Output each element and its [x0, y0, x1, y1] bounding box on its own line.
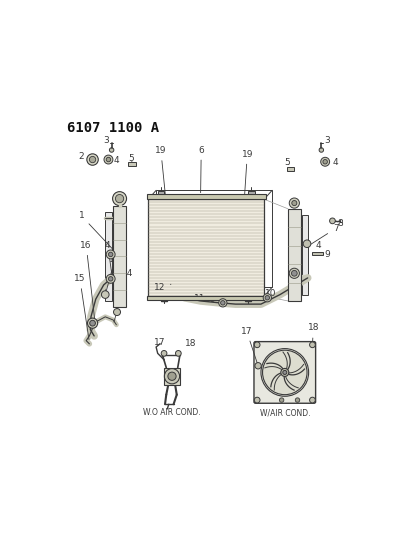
Text: 13: 13: [106, 255, 120, 292]
Circle shape: [291, 200, 296, 206]
Text: 4: 4: [108, 156, 119, 165]
Circle shape: [104, 155, 112, 164]
Circle shape: [108, 252, 112, 257]
Circle shape: [175, 351, 181, 356]
Circle shape: [106, 274, 115, 283]
Text: 1: 1: [79, 211, 112, 249]
Bar: [247, 191, 254, 195]
Text: 4: 4: [309, 241, 320, 251]
Text: 16: 16: [80, 241, 94, 320]
Circle shape: [90, 320, 95, 326]
Circle shape: [167, 372, 176, 381]
Circle shape: [309, 397, 315, 403]
Bar: [148, 199, 263, 296]
Text: 10: 10: [264, 289, 276, 298]
Circle shape: [254, 397, 259, 403]
Circle shape: [87, 154, 98, 165]
Bar: [311, 252, 322, 255]
Text: 17: 17: [153, 338, 165, 353]
Circle shape: [279, 398, 283, 402]
Text: 4: 4: [105, 241, 116, 309]
Circle shape: [164, 369, 179, 384]
Circle shape: [254, 362, 261, 369]
Circle shape: [254, 342, 259, 348]
Text: 11: 11: [194, 294, 213, 303]
Text: 5: 5: [283, 158, 289, 167]
Circle shape: [115, 195, 124, 203]
Text: 6107 1100 A: 6107 1100 A: [67, 122, 159, 135]
Circle shape: [113, 309, 120, 316]
Text: 18: 18: [178, 340, 196, 353]
Circle shape: [280, 368, 288, 376]
Text: 12: 12: [153, 283, 171, 292]
Circle shape: [108, 277, 112, 281]
Bar: [287, 209, 300, 301]
Circle shape: [322, 159, 326, 164]
Text: 14: 14: [114, 269, 133, 322]
Circle shape: [89, 156, 96, 163]
Circle shape: [218, 298, 227, 307]
Circle shape: [294, 398, 299, 402]
Circle shape: [288, 268, 299, 278]
Text: 8: 8: [335, 219, 342, 228]
Circle shape: [263, 294, 271, 302]
Bar: [128, 162, 136, 166]
Circle shape: [265, 295, 269, 300]
Bar: [286, 167, 293, 171]
Circle shape: [106, 250, 115, 259]
Circle shape: [318, 148, 323, 152]
Circle shape: [106, 157, 110, 162]
Circle shape: [87, 318, 97, 328]
Circle shape: [112, 192, 126, 206]
Text: 19: 19: [155, 146, 166, 195]
Text: 15: 15: [74, 274, 89, 340]
Circle shape: [291, 270, 297, 276]
Text: 9: 9: [318, 250, 330, 259]
Circle shape: [288, 198, 299, 208]
Text: 19: 19: [241, 150, 252, 195]
Text: 4: 4: [324, 158, 337, 167]
Bar: [146, 296, 265, 300]
Text: 3: 3: [321, 136, 329, 148]
Text: 18: 18: [307, 324, 318, 342]
Bar: [146, 193, 265, 199]
Text: 5: 5: [128, 154, 134, 164]
Circle shape: [220, 301, 225, 305]
Bar: [164, 368, 180, 385]
Text: 2: 2: [79, 152, 90, 161]
Text: 3: 3: [103, 136, 111, 148]
Bar: [113, 206, 126, 308]
Circle shape: [161, 351, 166, 356]
Text: 6: 6: [198, 146, 204, 192]
Text: 7: 7: [310, 224, 338, 244]
Bar: [157, 191, 164, 195]
FancyBboxPatch shape: [253, 342, 315, 403]
Circle shape: [109, 148, 114, 152]
Text: W/AIR COND.: W/AIR COND.: [259, 408, 309, 417]
Circle shape: [303, 240, 310, 247]
Circle shape: [101, 291, 109, 298]
Circle shape: [282, 370, 286, 375]
Circle shape: [262, 350, 306, 394]
Circle shape: [329, 218, 335, 224]
Bar: [105, 212, 112, 301]
Circle shape: [320, 157, 329, 166]
Text: W.O AIR COND.: W.O AIR COND.: [143, 408, 200, 417]
Bar: [301, 215, 307, 295]
Text: 17: 17: [240, 327, 256, 363]
Circle shape: [309, 342, 315, 348]
